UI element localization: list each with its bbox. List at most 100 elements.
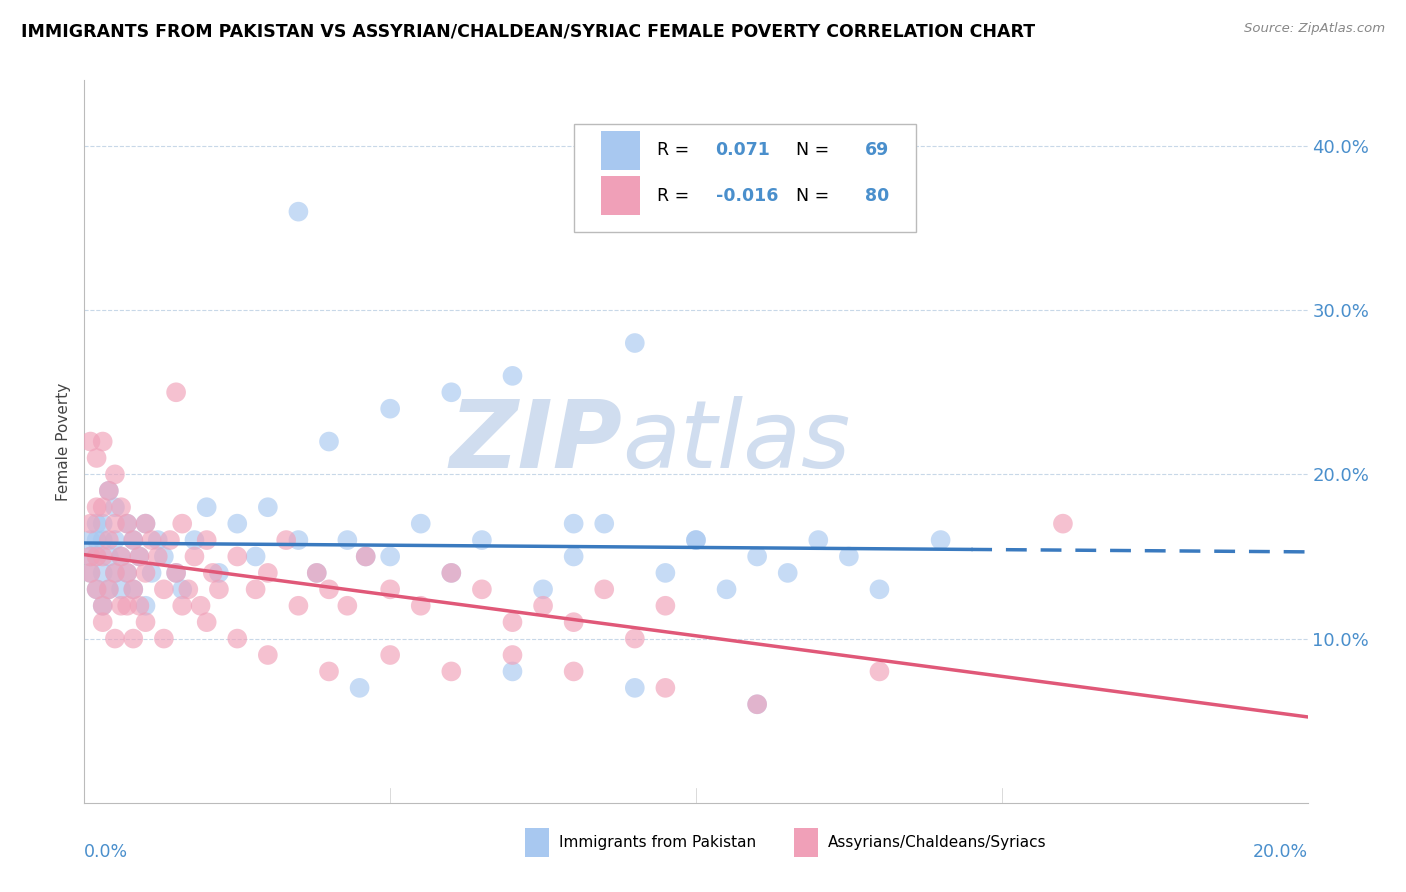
Text: Immigrants from Pakistan: Immigrants from Pakistan	[560, 835, 756, 850]
Point	[79, 549, 101, 564]
Point	[153, 549, 176, 564]
Y-axis label: Female Poverty: Female Poverty	[56, 383, 72, 500]
Point	[135, 516, 157, 531]
Point	[276, 533, 298, 547]
Point	[502, 368, 524, 383]
Point	[86, 549, 108, 564]
Point	[318, 582, 340, 597]
Point	[172, 599, 194, 613]
Text: 0.071: 0.071	[716, 142, 770, 160]
Point	[110, 500, 132, 515]
Point	[122, 582, 145, 597]
Point	[79, 533, 101, 547]
Text: N =: N =	[786, 186, 835, 204]
Point	[97, 582, 120, 597]
Point	[624, 336, 647, 351]
Point	[97, 533, 120, 547]
Text: IMMIGRANTS FROM PAKISTAN VS ASSYRIAN/CHALDEAN/SYRIAC FEMALE POVERTY CORRELATION : IMMIGRANTS FROM PAKISTAN VS ASSYRIAN/CHA…	[21, 22, 1035, 40]
Point	[177, 582, 200, 597]
Point	[86, 582, 108, 597]
Point	[318, 434, 340, 449]
Text: N =: N =	[786, 142, 835, 160]
Point	[135, 516, 157, 531]
Point	[776, 566, 799, 580]
Point	[195, 533, 218, 547]
Point	[562, 516, 585, 531]
Point	[79, 566, 101, 580]
Point	[91, 533, 114, 547]
Point	[380, 549, 402, 564]
Point	[747, 698, 769, 712]
Point	[440, 566, 463, 580]
Point	[562, 665, 585, 679]
Point	[86, 533, 108, 547]
Point	[135, 599, 157, 613]
Point	[135, 566, 157, 580]
Bar	[524, 828, 550, 857]
Point	[440, 665, 463, 679]
Point	[104, 566, 127, 580]
FancyBboxPatch shape	[574, 124, 917, 232]
Point	[195, 615, 218, 630]
Point	[440, 566, 463, 580]
Point	[305, 566, 328, 580]
Point	[838, 549, 860, 564]
Point	[172, 582, 194, 597]
Point	[86, 549, 108, 564]
Bar	[600, 130, 640, 170]
Point	[97, 483, 120, 498]
Point	[593, 582, 616, 597]
Point	[115, 516, 138, 531]
Point	[104, 467, 127, 482]
Point	[1052, 516, 1074, 531]
Point	[226, 632, 249, 646]
Point	[91, 549, 114, 564]
Point	[128, 599, 150, 613]
Point	[122, 632, 145, 646]
Point	[110, 599, 132, 613]
Point	[624, 681, 647, 695]
Point	[562, 615, 585, 630]
Point	[79, 566, 101, 580]
Point	[440, 385, 463, 400]
Point	[869, 582, 891, 597]
Point	[159, 533, 181, 547]
Point	[208, 582, 231, 597]
Point	[79, 549, 101, 564]
Point	[79, 434, 101, 449]
Point	[86, 500, 108, 515]
Point	[287, 204, 309, 219]
Point	[115, 599, 138, 613]
Point	[128, 549, 150, 564]
Point	[747, 549, 769, 564]
Point	[128, 549, 150, 564]
Point	[146, 549, 169, 564]
Point	[190, 599, 212, 613]
Point	[471, 582, 494, 597]
Point	[208, 566, 231, 580]
Point	[146, 533, 169, 547]
Text: R =: R =	[657, 186, 695, 204]
Text: -0.016: -0.016	[716, 186, 778, 204]
Point	[122, 533, 145, 547]
Point	[141, 566, 163, 580]
Point	[654, 566, 676, 580]
Point	[122, 582, 145, 597]
Text: 0.0%: 0.0%	[84, 843, 128, 861]
Point	[409, 599, 432, 613]
Point	[201, 566, 224, 580]
Point	[115, 566, 138, 580]
Point	[624, 632, 647, 646]
Point	[593, 516, 616, 531]
Point	[86, 450, 108, 465]
Point	[153, 582, 176, 597]
Point	[104, 516, 127, 531]
Bar	[794, 828, 818, 857]
Text: Assyrians/Chaldeans/Syriacs: Assyrians/Chaldeans/Syriacs	[828, 835, 1046, 850]
Point	[122, 533, 145, 547]
Point	[502, 615, 524, 630]
Point	[502, 665, 524, 679]
Point	[91, 599, 114, 613]
Point	[104, 533, 127, 547]
Point	[110, 582, 132, 597]
